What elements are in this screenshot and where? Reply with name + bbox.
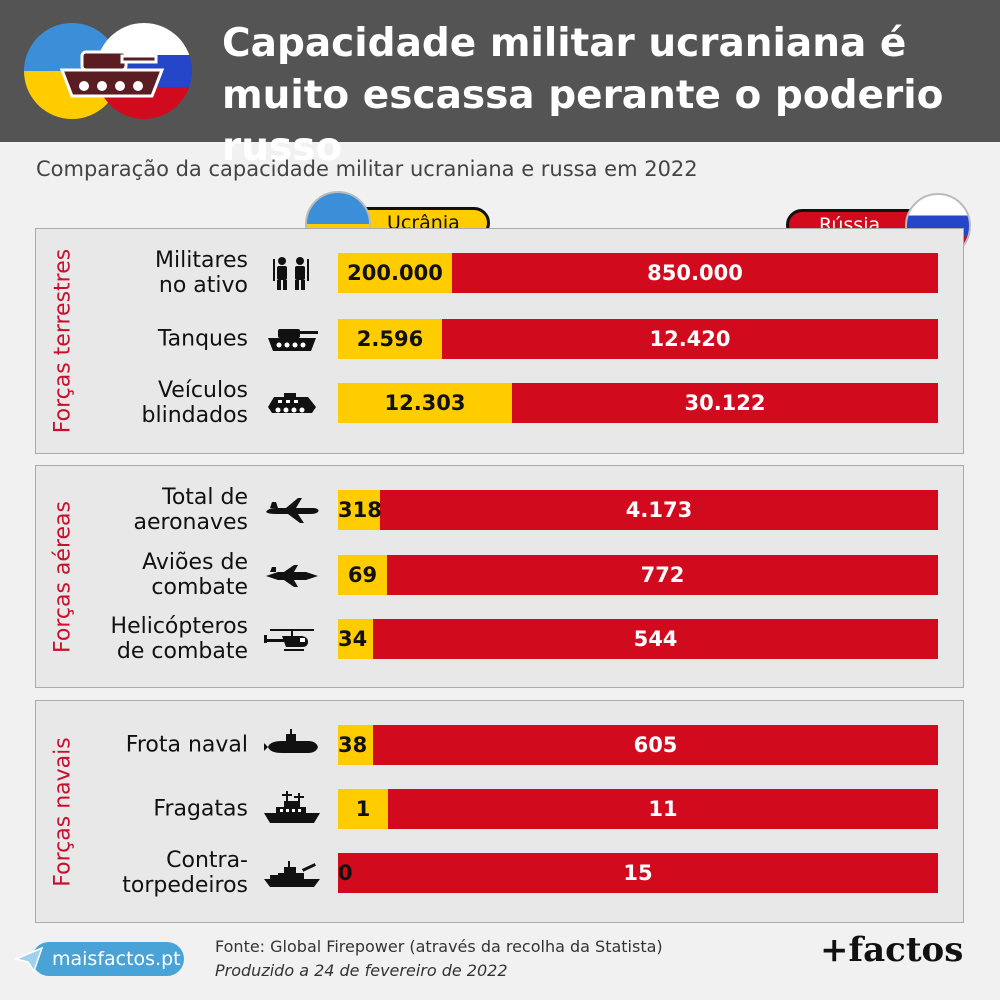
bar-ukraine [338,725,373,765]
section-label: Forças terrestres [50,248,76,434]
tank-flags-icon [24,23,192,119]
bar-russia [442,319,938,359]
bar-ukraine [338,555,387,595]
bar-ukraine [338,383,512,423]
row-label: Militares no ativo [155,248,248,298]
armored-vehicle-icon [268,393,316,413]
bar-ukraine [338,490,380,530]
chart-subtitle: Comparação da capacidade militar ucrania… [36,157,698,181]
header-banner: Capacidade militar ucraniana é muito esc… [0,0,1000,170]
value-russia: 772 [640,563,685,587]
site-label: maisfactos.pt [52,948,181,970]
bar-ukraine [338,619,373,659]
row-label: Fragatas [153,796,248,822]
helicopter-icon [264,629,314,651]
produced-date: Produzido a 24 de fevereiro de 2022 [215,961,508,980]
value-ukraine: 2.596 [356,327,424,351]
value-russia: 4.173 [625,498,693,522]
value-ukraine: 200.000 [347,261,443,285]
soldiers-icon [273,257,309,290]
section-label: Forças aéreas [50,500,76,653]
value-ukraine: 34 [338,627,368,651]
fighter-jet-icon [266,565,318,587]
bar-russia [388,789,938,829]
value-ukraine: 1 [355,797,371,821]
row-label: Veículos blindados [141,378,248,428]
row-label: Aviões de combate [142,550,248,600]
bar-russia [512,383,938,423]
bar-russia [338,853,938,893]
value-ukraine: 38 [338,733,368,757]
row-label: Contra-torpedeiros [122,848,248,898]
tank-icon [268,329,318,351]
site-badge[interactable]: maisfactos.pt [32,942,184,976]
bar-russia [387,555,938,595]
section-label: Forças navais [50,736,76,887]
paper-plane-icon [14,946,44,973]
source-note: Fonte: Global Firepower (através da reco… [215,937,663,956]
value-ukraine: 0 [338,861,353,885]
page-title: Capacidade militar ucraniana é muito esc… [222,21,944,170]
destroyer-icon [264,861,320,887]
frigate-icon [264,791,320,823]
bar-russia [373,619,938,659]
value-russia: 11 [648,797,678,821]
value-ukraine: 12.303 [384,391,466,415]
value-russia: 15 [623,861,653,885]
value-russia: 605 [633,733,678,757]
bar-russia [380,490,938,530]
row-label: Frota naval [125,732,248,758]
airplane-icon [266,498,319,523]
value-russia: 12.420 [649,327,731,351]
bar-russia [452,253,938,293]
bar-russia [373,725,938,765]
value-ukraine: 69 [347,563,378,587]
value-russia: 30.122 [684,391,766,415]
submarine-icon [264,729,318,753]
value-russia: 544 [633,627,678,651]
value-russia: 850.000 [647,261,743,285]
row-label: Total de aeronaves [133,485,248,535]
row-label: Helicópteros de combate [110,614,248,664]
bar-ukraine [338,789,388,829]
value-ukraine: 318 [338,498,382,522]
brand-logo: +factos [820,930,964,970]
row-label: Tanques [157,326,248,352]
bar-ukraine [338,253,452,293]
bar-ukraine [338,319,442,359]
